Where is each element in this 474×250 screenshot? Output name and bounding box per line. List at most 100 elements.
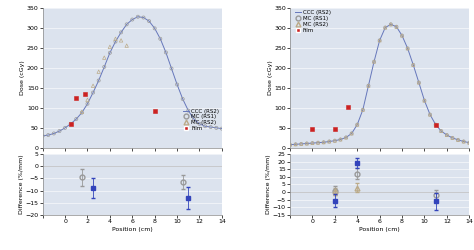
- Point: [398, 34, 406, 38]
- Point: [292, 142, 300, 146]
- Point: [292, 142, 300, 146]
- Point: [465, 141, 473, 145]
- Point: [184, 108, 192, 112]
- Point: [196, 122, 203, 126]
- Point: [156, 37, 164, 41]
- Point: [89, 84, 97, 88]
- Point: [212, 126, 220, 130]
- Point: [432, 123, 439, 127]
- Point: [201, 124, 209, 128]
- Point: [73, 96, 80, 100]
- Y-axis label: Dose (cGy): Dose (cGy): [268, 60, 273, 95]
- Point: [460, 140, 467, 143]
- Y-axis label: Difference (%/mm): Difference (%/mm): [266, 155, 272, 214]
- Point: [179, 97, 186, 101]
- Point: [146, 19, 153, 23]
- Point: [151, 109, 158, 113]
- Point: [314, 141, 322, 145]
- Point: [443, 133, 451, 137]
- Point: [117, 38, 125, 42]
- Point: [449, 136, 456, 140]
- Point: [354, 123, 361, 127]
- Point: [348, 132, 356, 136]
- Point: [331, 139, 338, 143]
- Point: [454, 138, 462, 142]
- Point: [460, 140, 467, 143]
- Point: [438, 129, 445, 133]
- Point: [297, 142, 305, 146]
- Point: [50, 132, 58, 136]
- Point: [112, 37, 119, 41]
- Point: [140, 16, 147, 20]
- Point: [426, 112, 434, 116]
- Point: [100, 65, 108, 69]
- Point: [354, 123, 361, 127]
- Point: [320, 140, 328, 144]
- Point: [438, 129, 445, 133]
- Point: [342, 136, 350, 140]
- Point: [449, 136, 456, 140]
- Point: [89, 90, 97, 94]
- Point: [286, 143, 294, 147]
- Point: [337, 138, 344, 141]
- X-axis label: Position (cm): Position (cm): [359, 227, 400, 232]
- Y-axis label: Dose (cGy): Dose (cGy): [20, 60, 25, 95]
- Point: [376, 38, 383, 42]
- Point: [123, 44, 130, 48]
- Point: [415, 80, 423, 84]
- Point: [365, 84, 372, 88]
- Point: [117, 30, 125, 34]
- Point: [454, 138, 462, 142]
- Point: [320, 140, 328, 144]
- Point: [95, 70, 102, 74]
- Point: [359, 108, 366, 112]
- Point: [432, 123, 439, 127]
- Point: [337, 138, 344, 141]
- Point: [128, 18, 136, 21]
- Point: [95, 78, 102, 82]
- Point: [415, 80, 423, 84]
- Point: [370, 60, 378, 64]
- Point: [297, 142, 305, 146]
- Point: [67, 122, 74, 126]
- Point: [404, 46, 411, 50]
- Point: [359, 108, 366, 112]
- Point: [78, 110, 86, 114]
- Point: [382, 26, 389, 30]
- Y-axis label: Difference (%/mm): Difference (%/mm): [19, 155, 24, 214]
- Point: [84, 102, 91, 106]
- Point: [348, 132, 356, 136]
- Point: [342, 136, 350, 140]
- Point: [162, 50, 170, 54]
- Point: [382, 26, 389, 30]
- Point: [218, 127, 226, 131]
- Point: [286, 143, 294, 147]
- Point: [73, 117, 80, 121]
- Point: [106, 45, 114, 49]
- Point: [134, 15, 142, 19]
- Point: [168, 66, 175, 70]
- Point: [303, 142, 310, 146]
- Point: [314, 141, 322, 145]
- Point: [426, 112, 434, 116]
- Point: [207, 125, 215, 129]
- Point: [112, 40, 119, 44]
- Point: [55, 129, 63, 133]
- Point: [387, 22, 395, 26]
- Point: [190, 117, 198, 121]
- X-axis label: Position (cm): Position (cm): [112, 227, 153, 232]
- Point: [84, 98, 91, 102]
- Point: [151, 26, 158, 30]
- Point: [432, 123, 439, 127]
- Legend: CCC (RS2), MC (RS1), MC (RS2), Film: CCC (RS2), MC (RS1), MC (RS2), Film: [294, 10, 331, 33]
- Point: [331, 139, 338, 143]
- Point: [309, 141, 316, 145]
- Point: [39, 134, 46, 138]
- Point: [392, 25, 400, 29]
- Point: [106, 51, 114, 55]
- Point: [309, 127, 316, 131]
- Point: [345, 105, 352, 109]
- Point: [326, 140, 333, 143]
- Point: [365, 84, 372, 88]
- Point: [398, 34, 406, 38]
